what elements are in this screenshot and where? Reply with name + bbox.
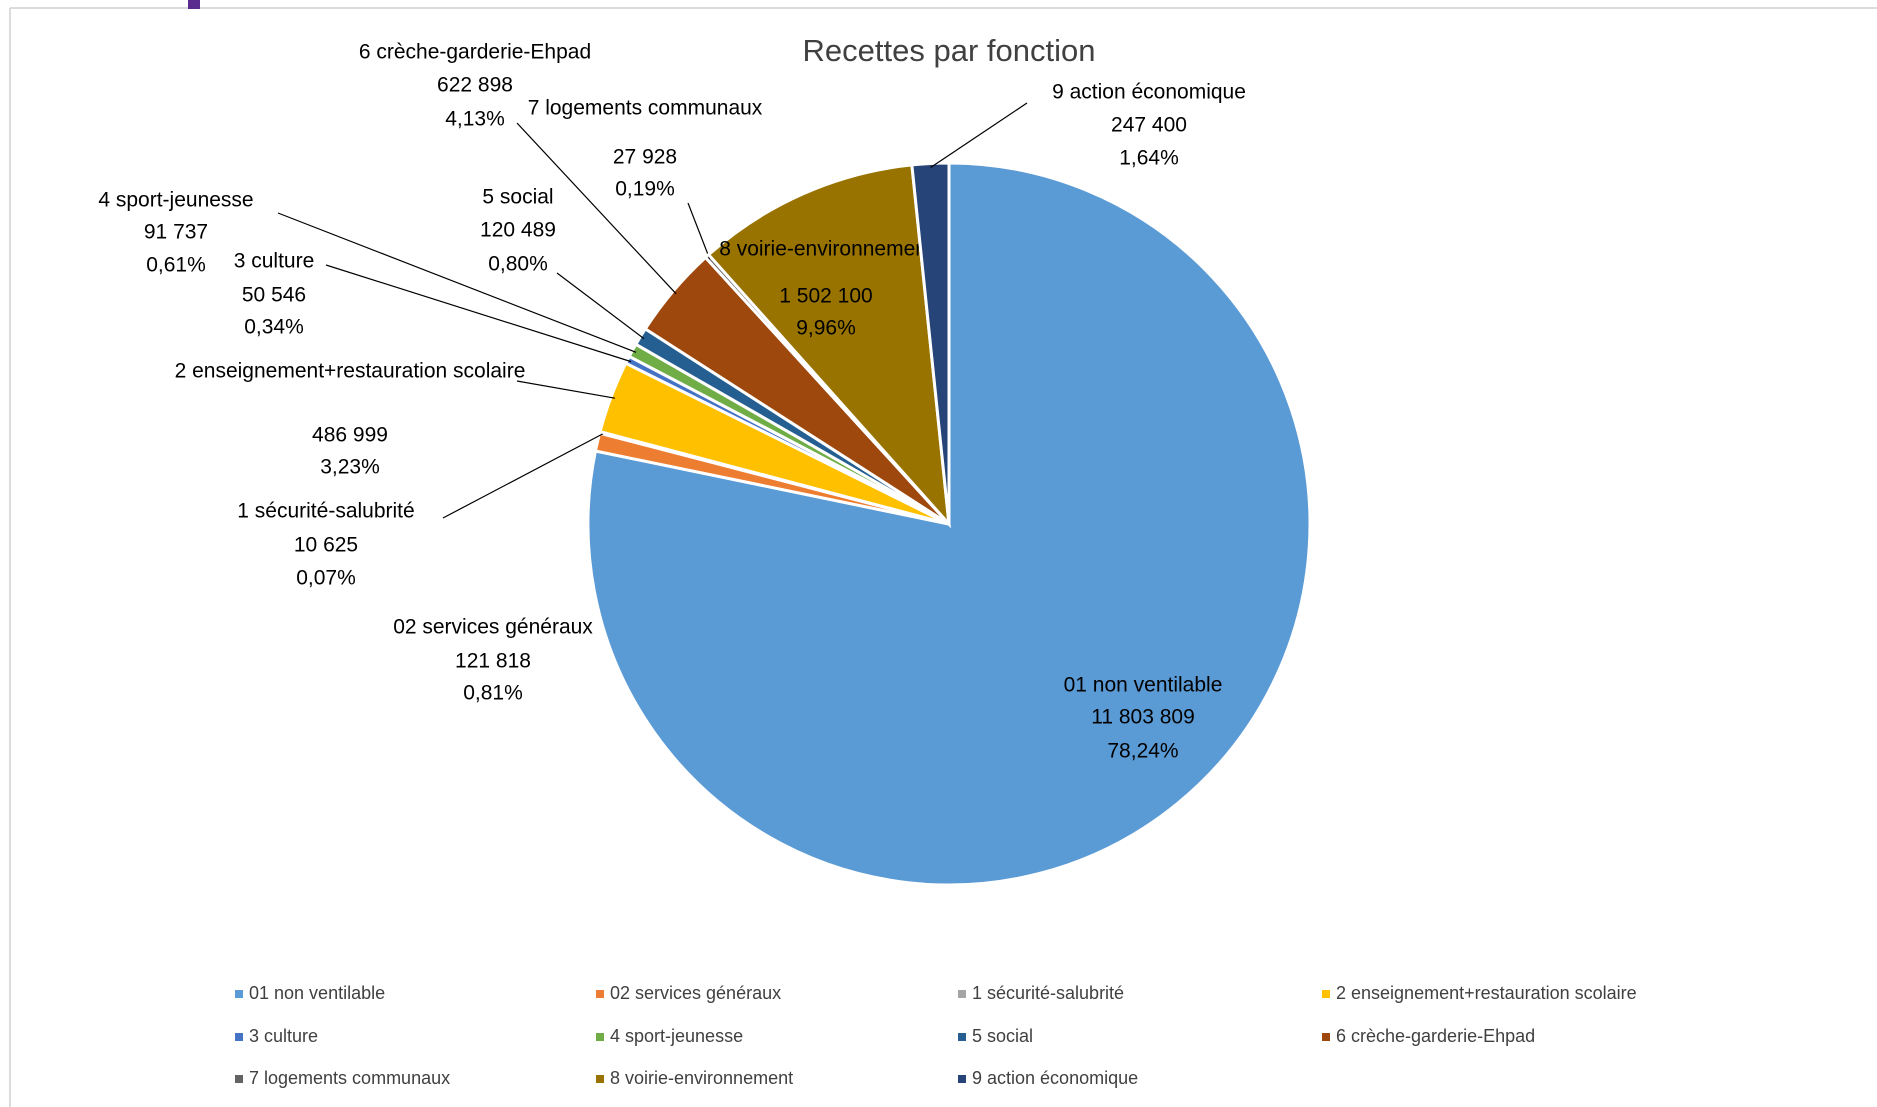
- data-label-percent: 9,96%: [796, 317, 856, 340]
- data-label-name: 1 sécurité-salubrité: [237, 500, 414, 523]
- leader-line: [516, 122, 677, 295]
- legend-label: 01 non ventilable: [249, 983, 385, 1003]
- legend-marker: [235, 990, 243, 998]
- data-label-value: 120 489: [480, 219, 556, 242]
- leader-line: [930, 102, 1028, 168]
- legend-marker: [1322, 990, 1330, 998]
- legend-label: 4 sport-jeunesse: [610, 1026, 743, 1046]
- accent: [188, 0, 200, 9]
- data-label-percent: 0,81%: [463, 682, 523, 705]
- data-label-name: 2 enseignement+restauration scolaire: [175, 360, 526, 383]
- data-label-value: 10 625: [294, 534, 358, 557]
- legend-marker: [958, 990, 966, 998]
- legend-marker: [1322, 1033, 1330, 1041]
- data-label-percent: 0,07%: [296, 567, 356, 590]
- data-label-name: 7 logements communaux: [528, 97, 763, 120]
- leader-line: [325, 264, 632, 363]
- data-label-percent: 3,23%: [320, 456, 380, 479]
- data-label-percent: 0,19%: [615, 178, 675, 201]
- data-label-name: 02 services généraux: [393, 616, 593, 639]
- data-label-value: 121 818: [455, 650, 531, 673]
- legend-marker: [596, 1033, 604, 1041]
- data-label-value: 247 400: [1111, 114, 1187, 137]
- legend-marker: [958, 1075, 966, 1083]
- data-label-name: 9 action économique: [1052, 81, 1246, 104]
- data-label-value: 622 898: [437, 74, 513, 97]
- legend-label: 6 crèche-garderie-Ehpad: [1336, 1026, 1535, 1046]
- data-label-name: 3 culture: [234, 250, 315, 273]
- legend-label: 8 voirie-environnement: [610, 1068, 793, 1088]
- data-label-name: 5 social: [482, 186, 553, 209]
- data-label-percent: 1,64%: [1119, 147, 1179, 170]
- data-label-percent: 4,13%: [445, 108, 505, 131]
- leader-line: [516, 380, 616, 399]
- legend-label: 5 social: [972, 1026, 1033, 1046]
- data-label-name: 8 voirie-environnement: [719, 238, 933, 261]
- legend-label: 9 action économique: [972, 1068, 1138, 1088]
- legend-label: 7 logements communaux: [249, 1068, 450, 1088]
- leader-line: [687, 202, 711, 260]
- legend-label: 1 sécurité-salubrité: [972, 983, 1124, 1003]
- data-label-value: 91 737: [144, 221, 208, 244]
- data-label-value: 486 999: [312, 424, 388, 447]
- legend-label: 3 culture: [249, 1026, 318, 1046]
- data-label-percent: 0,61%: [146, 254, 206, 277]
- data-label-value: 1 502 100: [779, 285, 872, 308]
- data-label-value: 50 546: [242, 284, 306, 307]
- data-label-name: 6 crèche-garderie-Ehpad: [359, 41, 591, 64]
- leader-line: [442, 432, 604, 519]
- leader-line: [556, 272, 645, 340]
- legend-marker: [235, 1075, 243, 1083]
- leader-line: [277, 212, 637, 353]
- data-label-percent: 78,24%: [1107, 740, 1178, 763]
- legend-marker: [596, 1075, 604, 1083]
- data-label-percent: 0,34%: [244, 316, 304, 339]
- data-label-percent: 0,80%: [488, 253, 548, 276]
- data-label-value: 11 803 809: [1091, 706, 1195, 729]
- legend-marker: [596, 990, 604, 998]
- data-label-value: 27 928: [613, 146, 677, 169]
- pie-slice: [706, 163, 951, 529]
- data-label-name: 4 sport-jeunesse: [98, 189, 253, 212]
- legend-label: 2 enseignement+restauration scolaire: [1336, 983, 1637, 1003]
- legend-marker: [235, 1033, 243, 1041]
- legend-marker: [958, 1033, 966, 1041]
- pie-slice: [910, 161, 951, 525]
- legend-label: 02 services généraux: [610, 983, 781, 1003]
- chart-title: Recettes par fonction: [803, 33, 1096, 68]
- data-label-name: 01 non ventilable: [1064, 674, 1223, 697]
